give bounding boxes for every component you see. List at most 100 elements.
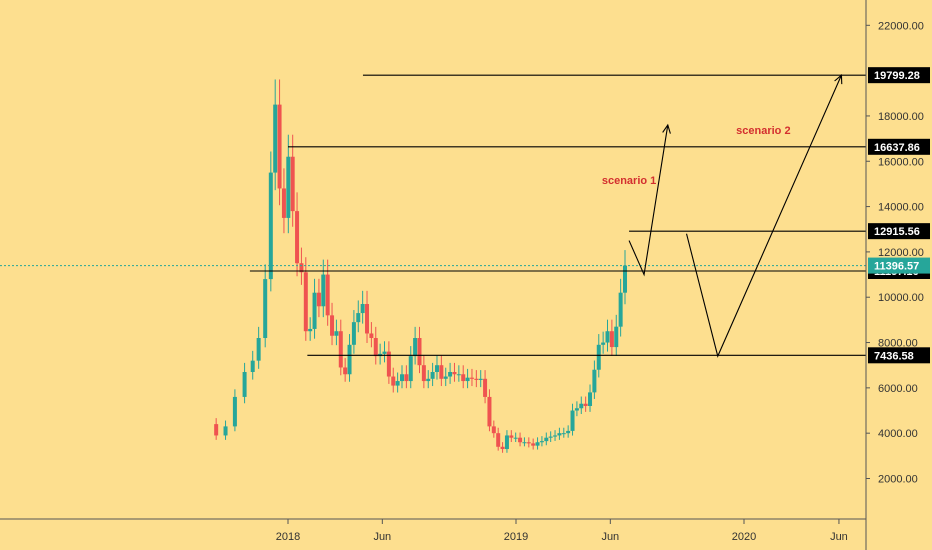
candle-body (365, 304, 370, 334)
candle-body (592, 369, 597, 393)
candle-body (400, 374, 404, 382)
candle-body (561, 433, 566, 435)
candle-body (605, 331, 610, 343)
candle-body (522, 442, 527, 444)
scenario-paths (628, 73, 843, 358)
x-tick-label: Jun (601, 531, 619, 543)
candle-body (386, 351, 391, 377)
candle-body (321, 274, 326, 307)
current-price-badge: 11396.57 (874, 261, 919, 273)
candle-body (268, 172, 273, 280)
scenario-2-path[interactable] (685, 74, 842, 358)
candle-body (452, 371, 457, 375)
scenario-1-path[interactable] (628, 124, 669, 277)
candle-body (513, 437, 518, 439)
scenario-annotations: scenario 1 scenario 2 (602, 125, 791, 187)
candle-body (417, 338, 422, 366)
candle-body (526, 442, 531, 444)
level-price-badge-bg (868, 347, 930, 364)
candle-body (535, 442, 540, 446)
y-tick-label: 4000.00 (878, 428, 918, 440)
x-tick-label: 2019 (504, 531, 528, 543)
candle-body (382, 351, 387, 354)
candle-body (434, 365, 439, 372)
candle-body (347, 344, 352, 375)
level-price-badge-bg (868, 223, 930, 240)
candle-body (439, 365, 444, 379)
candle-body (574, 408, 579, 411)
candle-body (518, 437, 523, 443)
candle-body (273, 104, 278, 173)
level-price-badge: 12915.56 (874, 226, 920, 238)
scenario-1-label: scenario 1 (602, 175, 656, 187)
candle-body (242, 371, 247, 397)
candle-body (583, 403, 588, 406)
candle-body (504, 435, 509, 450)
candle-body (588, 392, 593, 406)
candle-body (601, 342, 606, 345)
candle-body (579, 403, 584, 409)
candle-body (312, 292, 317, 329)
level-price-badge-bg (868, 138, 930, 155)
candle-body (570, 410, 575, 431)
candle-body (557, 433, 562, 436)
candle-body (623, 265, 628, 293)
candle-body (491, 426, 496, 434)
x-tick-label: 2018 (276, 531, 300, 543)
candle-body (531, 443, 536, 446)
price-series (214, 79, 628, 453)
candle-body (465, 377, 470, 382)
candle-body (539, 441, 544, 443)
candle-body (478, 378, 483, 380)
candle-body (469, 377, 474, 379)
candle-body (290, 156, 295, 212)
candle-body (373, 338, 378, 357)
scenario-2-path-arrowhead (834, 73, 843, 85)
candle-body (596, 344, 601, 370)
y-tick-label: 22000.00 (878, 20, 924, 32)
candle-body (474, 378, 479, 380)
x-axis-ticks: 2018 Jun 2019 Jun 2020 Jun (276, 519, 848, 543)
candle-body (325, 274, 330, 316)
y-tick-label: 12000.00 (878, 247, 924, 259)
candle-body (395, 381, 400, 386)
candle-body (338, 331, 343, 368)
candle-body (544, 437, 549, 442)
candle-body (256, 338, 261, 361)
y-tick-label: 2000.00 (878, 474, 918, 486)
candle-body (426, 378, 431, 382)
current-price-badge-bg (868, 257, 930, 274)
candle-body (369, 333, 374, 339)
candle-body (483, 378, 488, 397)
candle-body (456, 374, 461, 376)
candle-body (548, 436, 553, 438)
candle-body (421, 365, 426, 382)
candle-body (553, 435, 558, 437)
candle-body (263, 279, 268, 339)
candle-body (223, 426, 228, 436)
candle-body (343, 367, 348, 375)
candle-body (391, 376, 396, 386)
candle-body (443, 376, 448, 379)
candle-body (286, 156, 291, 218)
candle-body (316, 292, 321, 307)
y-tick-label: 6000.00 (878, 383, 918, 395)
level-price-badge: 7436.58 (874, 350, 914, 362)
candle-body (430, 371, 435, 379)
candle-body (509, 435, 514, 438)
candle-body (496, 433, 501, 447)
candle-body (277, 104, 282, 189)
candle-body (461, 374, 466, 382)
y-tick-label: 10000.00 (878, 292, 924, 304)
scenario-1-path-arrowhead (662, 123, 671, 134)
candle-body (308, 328, 313, 332)
candle-body (408, 356, 413, 382)
candle-body (250, 360, 255, 372)
candle-body (404, 374, 409, 382)
candle-body (614, 326, 619, 348)
support-resistance-levels (249, 74, 866, 356)
y-tick-label: 16000.00 (878, 156, 924, 168)
x-tick-label: Jun (373, 531, 391, 543)
y-tick-label: 18000.00 (878, 111, 924, 123)
